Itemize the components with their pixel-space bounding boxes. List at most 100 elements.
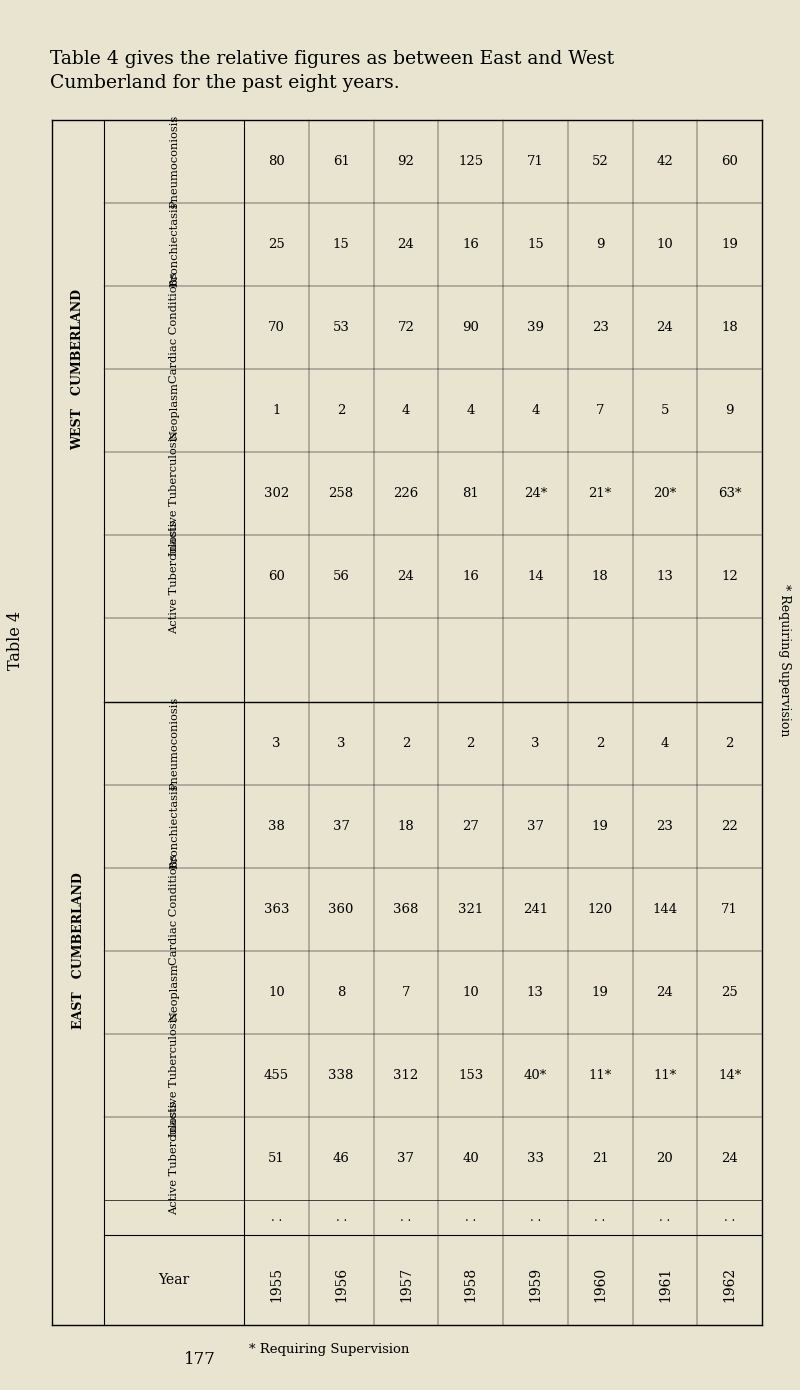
Text: 1956: 1956 bbox=[334, 1266, 348, 1302]
Text: 40*: 40* bbox=[524, 1069, 547, 1081]
Text: 312: 312 bbox=[394, 1069, 418, 1081]
Text: 1955: 1955 bbox=[270, 1266, 283, 1302]
Text: 7: 7 bbox=[596, 404, 604, 417]
Text: 39: 39 bbox=[527, 321, 544, 334]
Text: 61: 61 bbox=[333, 156, 350, 168]
Text: 63*: 63* bbox=[718, 488, 742, 500]
Text: 60: 60 bbox=[721, 156, 738, 168]
Text: 70: 70 bbox=[268, 321, 285, 334]
Text: 226: 226 bbox=[394, 488, 418, 500]
Text: 90: 90 bbox=[462, 321, 479, 334]
Text: 1961: 1961 bbox=[658, 1266, 672, 1302]
Text: 92: 92 bbox=[398, 156, 414, 168]
Text: 1962: 1962 bbox=[722, 1266, 737, 1302]
Text: 71: 71 bbox=[527, 156, 544, 168]
Text: 338: 338 bbox=[329, 1069, 354, 1081]
Text: . .: . . bbox=[530, 1211, 541, 1225]
Text: 33: 33 bbox=[527, 1152, 544, 1165]
Text: * Requiring Supervision: * Requiring Supervision bbox=[778, 584, 790, 737]
Text: 16: 16 bbox=[462, 570, 479, 584]
Text: 38: 38 bbox=[268, 820, 285, 833]
Text: 9: 9 bbox=[596, 238, 604, 252]
Text: Pneumoconiosis: Pneumoconiosis bbox=[169, 115, 179, 208]
Text: Year: Year bbox=[158, 1273, 190, 1287]
Text: 321: 321 bbox=[458, 902, 483, 916]
Text: 5: 5 bbox=[661, 404, 669, 417]
Text: 52: 52 bbox=[592, 156, 609, 168]
Text: 60: 60 bbox=[268, 570, 285, 584]
Text: * Requiring Supervision: * Requiring Supervision bbox=[249, 1343, 410, 1357]
Text: 23: 23 bbox=[592, 321, 609, 334]
Text: 20: 20 bbox=[657, 1152, 674, 1165]
Text: 241: 241 bbox=[523, 902, 548, 916]
Text: 24*: 24* bbox=[524, 488, 547, 500]
Text: 24: 24 bbox=[657, 321, 674, 334]
Text: Table 4 gives the relative figures as between East and West: Table 4 gives the relative figures as be… bbox=[50, 50, 614, 68]
Text: 2: 2 bbox=[596, 737, 604, 749]
Text: Neoplasm: Neoplasm bbox=[169, 963, 179, 1022]
Text: 3: 3 bbox=[531, 737, 540, 749]
Text: 4: 4 bbox=[466, 404, 475, 417]
Text: Pneumoconiosis: Pneumoconiosis bbox=[169, 696, 179, 790]
Text: 11*: 11* bbox=[654, 1069, 677, 1081]
Text: 1957: 1957 bbox=[399, 1266, 413, 1302]
Text: 56: 56 bbox=[333, 570, 350, 584]
Text: 10: 10 bbox=[657, 238, 674, 252]
Text: Bronchiectasis: Bronchiectasis bbox=[169, 202, 179, 288]
Text: 19: 19 bbox=[721, 238, 738, 252]
Text: 363: 363 bbox=[264, 902, 289, 916]
Text: 72: 72 bbox=[398, 321, 414, 334]
Text: 14*: 14* bbox=[718, 1069, 742, 1081]
Text: 302: 302 bbox=[264, 488, 289, 500]
Text: . .: . . bbox=[659, 1211, 670, 1225]
Text: 37: 37 bbox=[333, 820, 350, 833]
Text: 4: 4 bbox=[661, 737, 669, 749]
Text: 12: 12 bbox=[722, 570, 738, 584]
Text: 15: 15 bbox=[333, 238, 350, 252]
Text: Cardiac Conditions: Cardiac Conditions bbox=[169, 853, 179, 965]
Text: 4: 4 bbox=[531, 404, 539, 417]
Text: 24: 24 bbox=[398, 238, 414, 252]
Text: 81: 81 bbox=[462, 488, 479, 500]
Text: 13: 13 bbox=[527, 986, 544, 999]
Text: 4: 4 bbox=[402, 404, 410, 417]
Text: 53: 53 bbox=[333, 321, 350, 334]
Text: . .: . . bbox=[335, 1211, 346, 1225]
Text: 24: 24 bbox=[657, 986, 674, 999]
Text: 27: 27 bbox=[462, 820, 479, 833]
Text: 23: 23 bbox=[657, 820, 674, 833]
Text: 3: 3 bbox=[337, 737, 346, 749]
Text: 13: 13 bbox=[657, 570, 674, 584]
Text: 19: 19 bbox=[592, 986, 609, 999]
Text: 7: 7 bbox=[402, 986, 410, 999]
Text: 258: 258 bbox=[329, 488, 354, 500]
Text: Inactive Tuberculosis: Inactive Tuberculosis bbox=[169, 432, 179, 556]
Text: Bronchiectasis: Bronchiectasis bbox=[169, 784, 179, 869]
Text: Active Tuberculosis: Active Tuberculosis bbox=[169, 1102, 179, 1215]
Text: WEST   CUMBERLAND: WEST CUMBERLAND bbox=[71, 289, 85, 450]
Text: EAST   CUMBERLAND: EAST CUMBERLAND bbox=[71, 873, 85, 1029]
Text: 11*: 11* bbox=[589, 1069, 612, 1081]
Text: 51: 51 bbox=[268, 1152, 285, 1165]
Text: 24: 24 bbox=[398, 570, 414, 584]
Text: 455: 455 bbox=[264, 1069, 289, 1081]
Text: 368: 368 bbox=[393, 902, 418, 916]
Text: 80: 80 bbox=[268, 156, 285, 168]
Text: 20*: 20* bbox=[654, 488, 677, 500]
Text: 2: 2 bbox=[402, 737, 410, 749]
Text: 10: 10 bbox=[268, 986, 285, 999]
Text: 2: 2 bbox=[466, 737, 475, 749]
Text: 21: 21 bbox=[592, 1152, 609, 1165]
Text: 46: 46 bbox=[333, 1152, 350, 1165]
Text: . .: . . bbox=[270, 1211, 282, 1225]
Text: . .: . . bbox=[724, 1211, 735, 1225]
Text: 125: 125 bbox=[458, 156, 483, 168]
Text: 18: 18 bbox=[722, 321, 738, 334]
Text: 1: 1 bbox=[272, 404, 281, 417]
Text: 16: 16 bbox=[462, 238, 479, 252]
Text: 120: 120 bbox=[587, 902, 613, 916]
Text: Table 4: Table 4 bbox=[7, 610, 25, 670]
Text: Cardiac Conditions: Cardiac Conditions bbox=[169, 272, 179, 384]
Text: Neoplasm: Neoplasm bbox=[169, 382, 179, 439]
Text: . .: . . bbox=[594, 1211, 606, 1225]
